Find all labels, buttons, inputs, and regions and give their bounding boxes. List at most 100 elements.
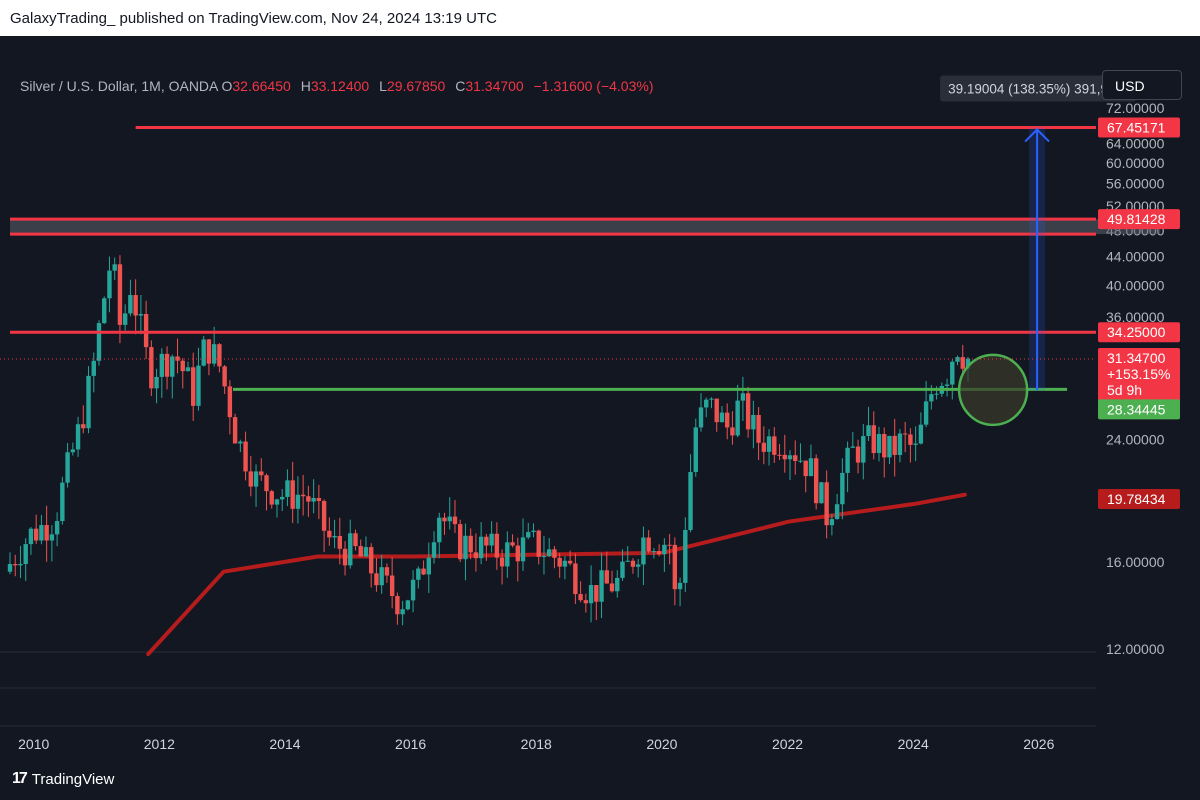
candle-body (855, 446, 861, 463)
candle-body (217, 344, 222, 367)
high-key: H (300, 78, 311, 94)
candle-body (609, 583, 615, 592)
last-price-label: +153.15% (1107, 366, 1170, 382)
candle-body (447, 516, 452, 522)
target-circle[interactable] (957, 353, 1029, 427)
candle-body (923, 401, 929, 425)
y-tick-label: 56.00000 (1106, 176, 1165, 192)
candle-body (400, 609, 405, 615)
measure-label-box (940, 75, 1137, 102)
candle-body (656, 551, 662, 555)
publish-bar: GalaxyTrading_ published on TradingView.… (0, 0, 1200, 36)
candle-body (876, 434, 882, 454)
candle-body (117, 264, 123, 325)
candle-body (761, 442, 767, 452)
y-tick-label: 44.00000 (1106, 249, 1165, 265)
candle-body (54, 521, 60, 535)
candle-body (306, 496, 311, 502)
open-value: 32.66450 (232, 78, 291, 94)
ma-price-label-bg (1098, 488, 1180, 509)
y-tick-label: 72.00000 (1106, 100, 1165, 116)
candle-body (295, 494, 301, 509)
candle-body (23, 544, 28, 564)
candle-body (60, 482, 65, 522)
candle-body (259, 471, 264, 476)
x-tick-label: 2020 (646, 736, 677, 752)
chart-area[interactable]: 76.0000072.0000064.0000060.0000056.00000… (0, 36, 1200, 758)
tradingview-logo[interactable]: 17 TradingView (12, 770, 114, 788)
candle-body (7, 564, 13, 572)
candle-body (714, 398, 719, 423)
candle-body (489, 533, 494, 546)
price-chart[interactable]: 76.0000072.0000064.0000060.0000056.00000… (0, 36, 1200, 758)
candle-body (793, 455, 798, 461)
candle-body (70, 449, 76, 453)
candle-body (170, 356, 175, 377)
support-price-label: 28.34445 (1107, 401, 1166, 417)
candle-body (688, 471, 693, 530)
candle-body (526, 532, 531, 538)
candle-body (798, 460, 803, 462)
candle-body (222, 366, 227, 387)
candle-body (536, 530, 541, 557)
candle-body (908, 434, 913, 445)
candle-body (709, 398, 714, 400)
open-key: O (221, 78, 233, 94)
y-tick-label: 60.00000 (1106, 155, 1165, 171)
candle-body (882, 434, 887, 458)
candle-body (803, 460, 808, 477)
candle-body (206, 339, 212, 364)
x-tick-label: 2026 (1023, 736, 1054, 752)
publish-text: GalaxyTrading_ published on TradingView.… (10, 10, 497, 27)
y-tick-label: 12.00000 (1106, 641, 1165, 657)
close-value: 31.34700 (465, 78, 524, 94)
x-tick-label: 2016 (395, 736, 426, 752)
candle-body (913, 443, 918, 445)
high-value: 33.12400 (310, 78, 370, 94)
measure-label: 39.19004 (138.35%) 391,900.4 (948, 82, 1135, 97)
candle-body (458, 524, 463, 560)
candle-body (505, 542, 510, 567)
candle-body (918, 424, 924, 444)
candle-body (635, 564, 641, 567)
candle-body (887, 435, 892, 458)
candle-body (327, 530, 332, 538)
candle-body (253, 471, 259, 487)
candle-body (934, 393, 939, 395)
candle-body (369, 547, 374, 574)
level-price-label-bg (1098, 117, 1180, 138)
candle-body (546, 549, 552, 556)
candle-body (416, 568, 421, 580)
candle-body (473, 552, 479, 559)
candle-body (604, 570, 609, 584)
candle-body (180, 360, 185, 372)
candle-body (232, 417, 238, 444)
candle-body (248, 471, 254, 487)
candle-body (772, 436, 777, 455)
y-tick-label: 64.00000 (1106, 135, 1165, 151)
candle-body (211, 344, 217, 364)
candle-body (965, 358, 971, 369)
candle-body (745, 393, 751, 430)
candle-body (693, 427, 698, 472)
candle-body (588, 585, 594, 604)
candle-body (274, 499, 280, 505)
candle-body (897, 433, 903, 455)
candle-body (96, 323, 102, 361)
candle-body (520, 537, 526, 562)
candle-body (426, 557, 431, 575)
candle-body (615, 577, 620, 592)
candle-body (850, 446, 856, 448)
candle-body (845, 447, 850, 473)
ma-price-label: 19.78434 (1107, 491, 1166, 507)
measure-arrow-head[interactable] (1024, 128, 1050, 143)
candle-body (337, 535, 343, 549)
candle-body (740, 393, 746, 401)
candle-body (840, 472, 845, 505)
candle-body (813, 458, 819, 504)
candle-body (290, 480, 295, 509)
candle-body (452, 516, 458, 525)
currency-button[interactable]: USD (1102, 70, 1182, 100)
level-price-label-bg (1098, 209, 1180, 230)
x-tick-label: 2024 (898, 736, 929, 752)
